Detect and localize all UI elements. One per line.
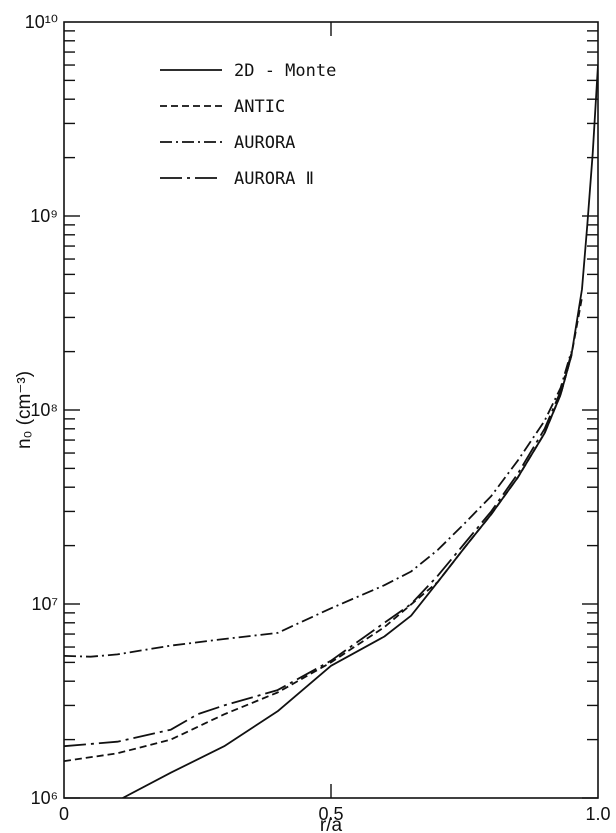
series-line-3 xyxy=(64,351,573,658)
legend-label-1: 2D - Monte xyxy=(234,61,336,81)
y-tick-label: 10¹⁰ xyxy=(25,12,58,32)
x-tick-label: 0.5 xyxy=(318,804,343,824)
series-line-2 xyxy=(64,297,583,762)
legend-label-3: AURORA xyxy=(234,133,295,153)
series-lines xyxy=(64,64,598,798)
y-tick-label: 10⁷ xyxy=(31,594,58,614)
x-axis-label: r/a xyxy=(320,815,343,833)
y-tick-label: 10⁹ xyxy=(30,206,58,226)
y-tick-label: 10⁶ xyxy=(31,788,58,808)
axis-ticks xyxy=(64,22,598,799)
tick-labels: 0 0.5 1.0 10⁶ 10⁷ 10⁸ 10⁹ 10¹⁰ xyxy=(25,12,611,824)
x-tick-label: 1.0 xyxy=(585,804,610,824)
series-line-4 xyxy=(64,353,573,748)
x-tick-label: 0 xyxy=(59,804,69,824)
plot-frame xyxy=(63,21,599,799)
legend-label-4: AURORA Ⅱ xyxy=(234,169,314,189)
series-line-1 xyxy=(122,64,598,798)
legend-label-2: ANTIC xyxy=(234,97,285,117)
y-tick-label: 10⁸ xyxy=(30,400,58,420)
y-axis-label: n₀ (cm⁻³) xyxy=(14,371,35,449)
legend: 2D - Monte ANTIC AURORA AURORA Ⅱ xyxy=(160,61,336,189)
